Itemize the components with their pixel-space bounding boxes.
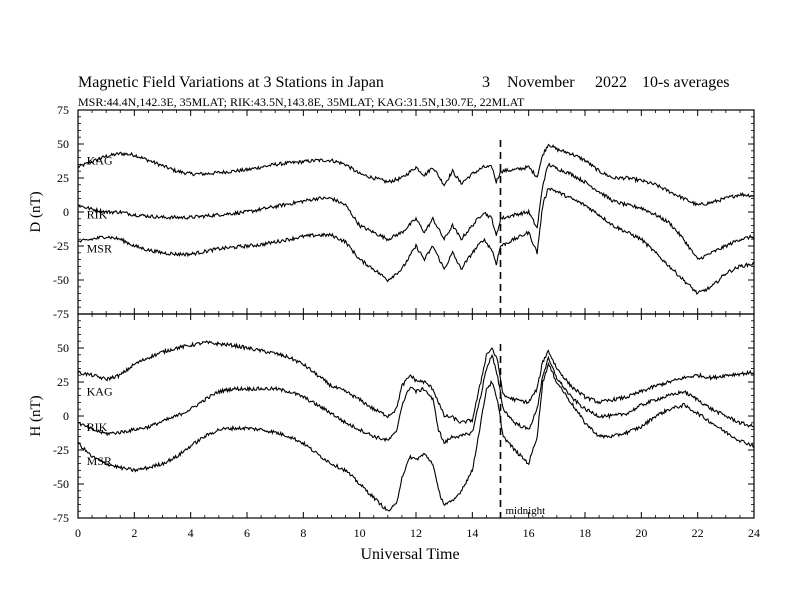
x-tick-label: 18 (579, 526, 591, 540)
title-day: 3 (482, 74, 490, 91)
y-tick-label: 50 (57, 341, 69, 355)
x-tick-label: 16 (523, 526, 535, 540)
x-tick-label: 14 (466, 526, 478, 540)
midnight-label: midnight (506, 505, 546, 517)
y-tick-label: 25 (57, 171, 69, 185)
x-tick-label: 6 (244, 526, 250, 540)
y-tick-label: -25 (53, 443, 69, 457)
title-year: 2022 (595, 74, 627, 91)
panel-frame-H (77, 313, 755, 519)
series-label-H-RIK: RIK (87, 420, 108, 434)
chart-subtitle: MSR:44.4N,142.3E, 35MLAT; RIK:43.5N,143.… (78, 95, 525, 109)
series-line-D-RIK (77, 162, 755, 260)
x-tick-label: 22 (692, 526, 704, 540)
series-line-H-MSR (77, 361, 755, 512)
y-tick-label: 0 (63, 409, 69, 423)
series-line-D-MSR (77, 187, 755, 295)
series-label-H-MSR: MSR (87, 454, 112, 468)
title-month: November (507, 74, 575, 91)
y-tick-label: -50 (53, 477, 69, 491)
x-tick-label: 10 (354, 526, 366, 540)
y-tick-label: 75 (57, 103, 69, 117)
y-axis-label-H: H (nT) (28, 395, 44, 436)
title-averaging: 10-s averages (642, 74, 730, 91)
title-main: Magnetic Field Variations at 3 Stations … (78, 74, 384, 91)
series-label-D-KAG: KAG (87, 153, 113, 167)
panel-frame-D (77, 109, 755, 315)
series-line-H-RIK (77, 353, 755, 445)
series-line-H-KAG (77, 340, 755, 425)
series-label-D-RIK: RIK (87, 208, 108, 222)
series-label-D-MSR: MSR (87, 242, 112, 256)
y-tick-label: -75 (53, 307, 69, 321)
x-tick-label: 12 (410, 526, 422, 540)
x-axis-label: Universal Time (360, 546, 459, 563)
series-line-D-KAG (77, 143, 755, 207)
series-label-H-KAG: KAG (87, 385, 113, 399)
y-tick-label: 25 (57, 375, 69, 389)
y-tick-label: -75 (53, 511, 69, 525)
x-tick-label: 2 (131, 526, 137, 540)
x-tick-label: 20 (635, 526, 647, 540)
y-tick-label: 0 (63, 205, 69, 219)
x-tick-label: 4 (188, 526, 194, 540)
x-tick-label: 24 (748, 526, 760, 540)
y-tick-label: 50 (57, 137, 69, 151)
x-tick-label: 0 (75, 526, 81, 540)
x-tick-label: 8 (300, 526, 306, 540)
y-axis-label-D: D (nT) (28, 191, 44, 232)
y-tick-label: -25 (53, 239, 69, 253)
y-tick-label: -50 (53, 273, 69, 287)
